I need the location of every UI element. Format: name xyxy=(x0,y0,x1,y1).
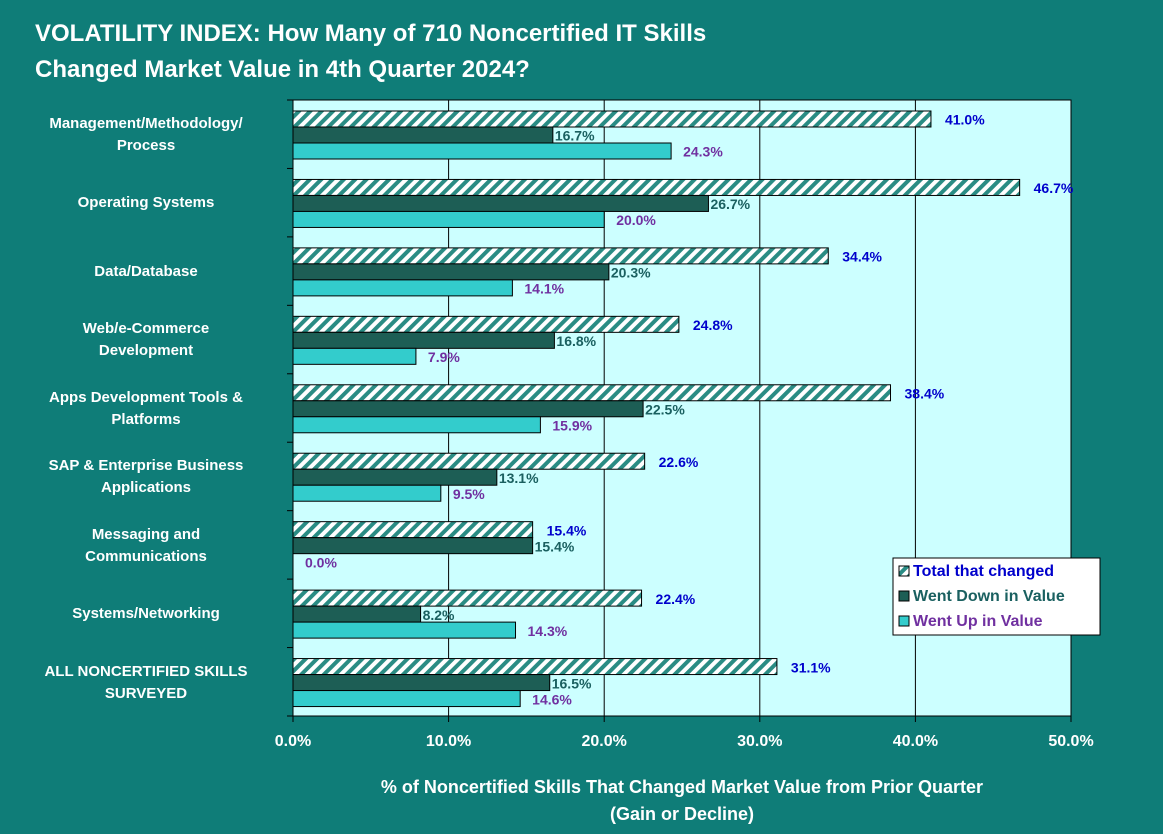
value-label: 20.0% xyxy=(616,212,656,228)
y-tick-label: Web/e-Commerce Development xyxy=(82,320,210,360)
bar xyxy=(292,263,610,281)
legend-swatch xyxy=(898,590,910,602)
value-label: 34.4% xyxy=(842,249,882,265)
x-tick-label: 0.0% xyxy=(275,733,311,750)
bar xyxy=(292,521,534,539)
bar xyxy=(292,416,541,434)
x-axis-title: % of Noncertified Skills That Changed Ma… xyxy=(380,777,984,824)
legend-label: Total that changed xyxy=(913,563,1054,580)
y-tick-label: Systems/Networking xyxy=(72,605,220,623)
y-tick-label: ALL NONCERTIFIED SKILLS SURVEYED xyxy=(44,662,248,702)
bar xyxy=(292,674,551,692)
y-tick-label: Messaging and Communications xyxy=(85,525,207,565)
legend-label: Went Down in Value xyxy=(913,588,1065,605)
x-tick-label: 50.0% xyxy=(1048,733,1093,750)
y-tick-label: Operating Systems xyxy=(77,194,215,212)
legend-swatch xyxy=(898,565,910,577)
value-label: 14.6% xyxy=(532,691,572,707)
value-label: 0.0% xyxy=(305,554,337,570)
y-tick-label: Apps Development Tools & Platforms xyxy=(49,388,243,428)
value-label: 14.3% xyxy=(528,623,568,639)
bar xyxy=(292,400,644,418)
bar xyxy=(292,537,534,555)
x-tick-label: 20.0% xyxy=(582,733,627,750)
bar xyxy=(292,484,442,502)
bar xyxy=(292,178,1021,196)
y-tick-label: Data/Database xyxy=(94,262,198,280)
value-label: 13.1% xyxy=(499,470,539,486)
bar xyxy=(292,247,829,265)
value-label: 16.7% xyxy=(555,128,595,144)
bar xyxy=(292,347,417,365)
value-label: 26.7% xyxy=(710,196,750,212)
value-label: 7.9% xyxy=(428,349,460,365)
value-label: 38.4% xyxy=(905,385,945,401)
bar xyxy=(292,452,646,470)
bar xyxy=(292,194,709,212)
bar xyxy=(292,142,672,160)
y-tick-label: SAP & Enterprise Business Applications xyxy=(48,457,244,497)
bar xyxy=(292,468,498,486)
legend-label: Went Up in Value xyxy=(913,613,1043,630)
value-label: 22.4% xyxy=(656,591,696,607)
value-label: 8.2% xyxy=(423,607,455,623)
bar xyxy=(292,210,605,228)
bar xyxy=(292,621,517,639)
bar xyxy=(292,315,680,333)
bar xyxy=(292,605,422,623)
value-label: 22.5% xyxy=(645,401,685,417)
value-label: 14.1% xyxy=(524,281,564,297)
value-label: 20.3% xyxy=(611,265,651,281)
bar xyxy=(292,690,521,708)
value-label: 15.4% xyxy=(535,538,575,554)
legend-swatch xyxy=(898,615,910,627)
value-label: 24.3% xyxy=(683,144,723,160)
value-label: 46.7% xyxy=(1034,180,1074,196)
y-tick-label: Management/Methodology/ Process xyxy=(49,115,243,154)
value-label: 41.0% xyxy=(945,112,985,128)
value-label: 24.8% xyxy=(693,317,733,333)
x-tick-label: 10.0% xyxy=(426,733,471,750)
bar xyxy=(292,110,932,128)
bar xyxy=(292,589,643,607)
chart-title: VOLATILITY INDEX: How Many of 710 Noncer… xyxy=(35,20,707,83)
x-tick-label: 30.0% xyxy=(737,733,782,750)
value-label: 9.5% xyxy=(453,486,485,502)
legend-box xyxy=(892,557,1101,636)
bar xyxy=(292,279,513,297)
value-label: 31.1% xyxy=(791,659,831,675)
bar xyxy=(292,384,892,402)
x-tick-label: 40.0% xyxy=(893,733,938,750)
value-label: 22.6% xyxy=(659,454,699,470)
bar xyxy=(292,658,778,676)
bar xyxy=(292,331,555,349)
value-label: 16.5% xyxy=(552,675,592,691)
value-label: 15.4% xyxy=(547,522,587,538)
bar xyxy=(292,126,554,144)
value-label: 15.9% xyxy=(552,417,592,433)
value-label: 16.8% xyxy=(556,333,596,349)
